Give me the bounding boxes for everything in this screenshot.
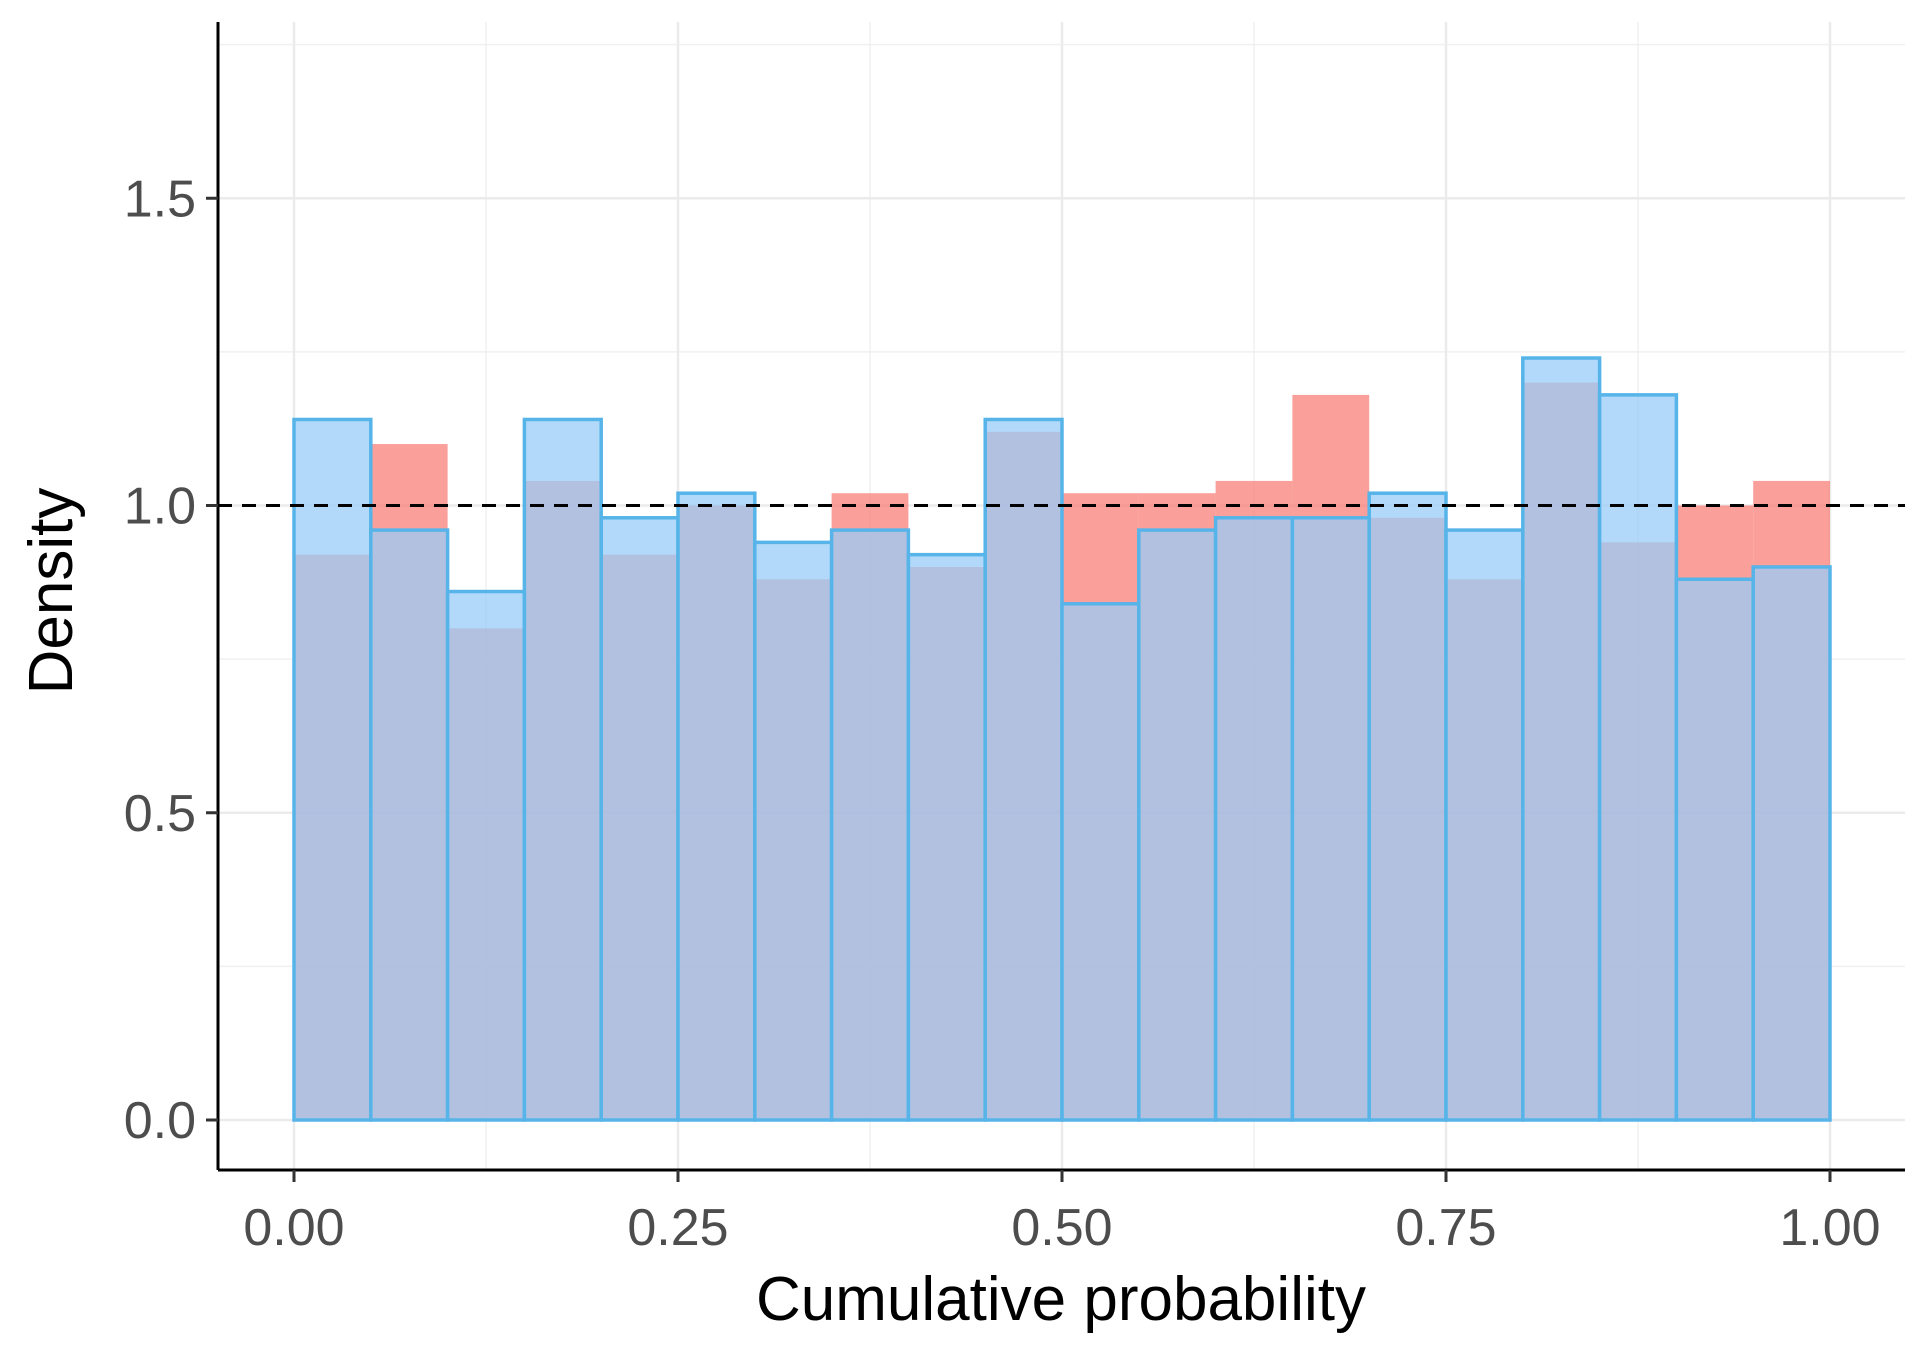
histogram-bar-blue: [1597, 393, 1679, 1122]
y-tick-label: 0.5: [124, 785, 196, 843]
histogram-bar-blue: [292, 417, 373, 1122]
histogram-bar-blue: [1213, 516, 1295, 1122]
histogram-bar-blue: [906, 552, 987, 1122]
histogram-bar-blue: [753, 540, 834, 1122]
tick-labels-layer: 0.00 0.25 0.50 0.75 1.00 0.0 0.5 1.0 1.5: [124, 170, 1881, 1257]
histogram-bar-blue: [599, 516, 680, 1122]
y-tick-label: 1.0: [124, 478, 196, 536]
histogram-bar-blue: [1137, 528, 1218, 1122]
y-axis-title: Density: [17, 488, 86, 695]
histogram-bar-blue: [676, 491, 757, 1122]
axes-layer: [206, 22, 1905, 1182]
histogram-bar-blue: [1521, 356, 1602, 1122]
histogram-bar-blue: [445, 589, 527, 1122]
y-tick-label: 1.5: [124, 170, 196, 228]
histogram-bar-blue: [1674, 577, 1755, 1122]
x-tick-label: 1.00: [1779, 1199, 1880, 1257]
x-tick-label: 0.75: [1395, 1199, 1496, 1257]
x-tick-label: 0.25: [627, 1199, 728, 1257]
histogram-bar-blue: [829, 528, 911, 1122]
bars-layer: [292, 356, 1832, 1122]
histogram-bar-blue: [1751, 565, 1832, 1122]
x-tick-label: 0.50: [1011, 1199, 1112, 1257]
x-tick-label: 0.00: [243, 1199, 344, 1257]
histogram-bar-blue: [522, 417, 603, 1122]
histogram-bar-blue: [369, 528, 450, 1122]
y-tick-label: 0.0: [124, 1092, 196, 1150]
histogram-bar-blue: [1367, 491, 1448, 1122]
histogram-bar-blue: [983, 417, 1064, 1122]
x-axis-title: Cumulative probability: [756, 1265, 1366, 1334]
histogram-bar-blue: [1290, 516, 1371, 1122]
histogram-bar-blue: [1444, 528, 1525, 1122]
histogram-bar-blue: [1060, 602, 1141, 1122]
